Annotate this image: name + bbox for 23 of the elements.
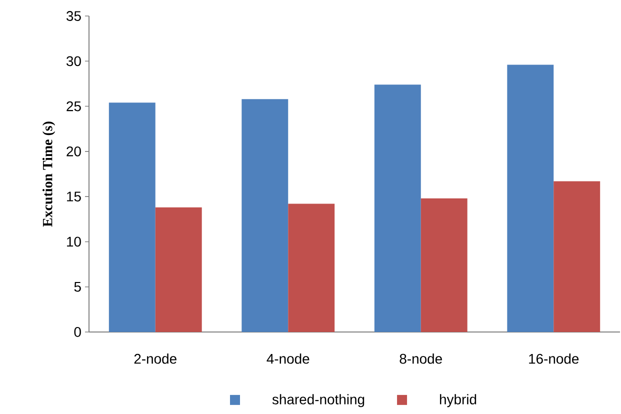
bar [155,207,202,332]
x-tick-label: 4-node [266,354,310,364]
y-axis-title: Excution Time (s) [42,122,56,227]
x-tick-label: 2-node [134,354,176,364]
legend-label: shared-nothing [272,394,364,408]
bar [374,84,421,332]
bar [242,99,288,332]
y-tick-label: 25 [66,101,81,112]
y-tick-label: 10 [67,236,81,247]
bar [288,204,335,332]
bar [507,64,554,332]
y-tick-label: 0 [74,327,81,337]
bar [108,102,156,332]
x-tick-label: 16-node [529,354,579,364]
x-tick-label: 8-node [400,354,442,364]
y-tick-label: 20 [66,146,81,156]
bar [554,181,600,332]
legend-label: hybrid [440,394,476,408]
bar [420,198,468,332]
y-tick-label: 5 [74,282,81,292]
y-tick-label: 30 [66,56,81,66]
y-tick-label: 35 [66,11,81,21]
y-tick-label: 15 [67,192,81,202]
